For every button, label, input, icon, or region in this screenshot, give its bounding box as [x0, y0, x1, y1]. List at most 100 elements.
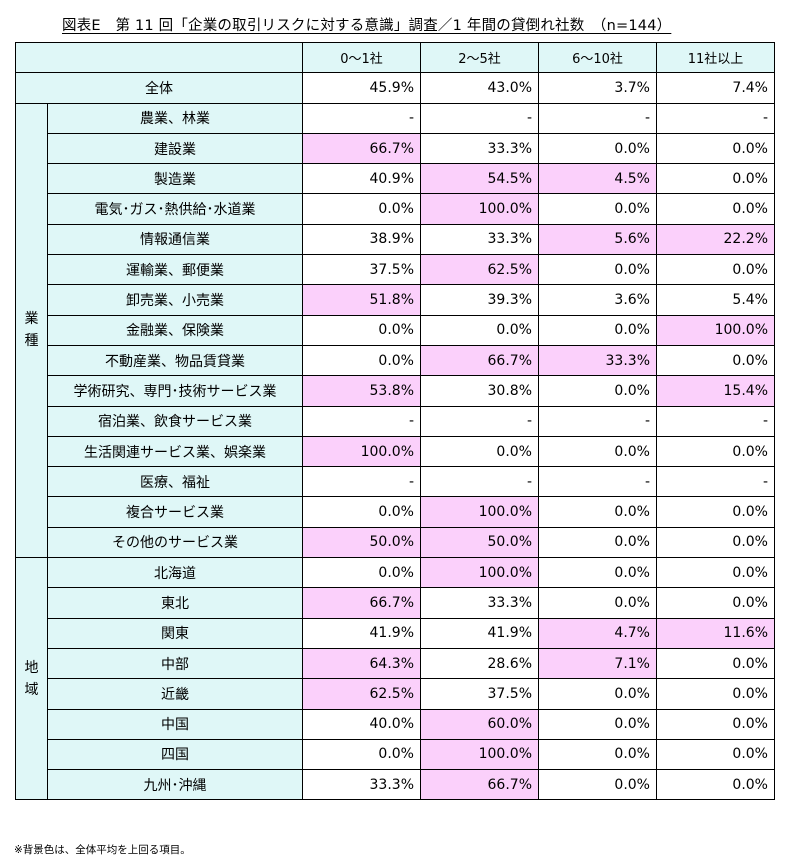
- value-cell: 54.5%: [420, 163, 539, 195]
- value-cell: 0.0%: [656, 557, 775, 589]
- value-cell: 0.0%: [656, 769, 775, 801]
- value-cell: 33.3%: [538, 344, 657, 377]
- value-cell: 38.9%: [302, 223, 421, 256]
- value-cell: 0.0%: [656, 526, 775, 559]
- value-cell: 0.0%: [538, 132, 657, 165]
- value-cell: 0.0%: [656, 132, 775, 165]
- value-cell: 0.0%: [656, 254, 775, 286]
- table-row: 金融業、保険業 0.0% 0.0% 0.0% 100.0%: [16, 314, 775, 346]
- value-cell: -: [420, 102, 539, 134]
- value-cell: 0.0%: [656, 163, 775, 195]
- row-label: 農業、林業: [47, 102, 303, 134]
- value-cell: 50.0%: [420, 526, 539, 559]
- value-cell: 100.0%: [420, 557, 539, 589]
- table-row: 中部 64.3% 28.6% 7.1% 0.0%: [16, 647, 775, 680]
- value-cell: 0.0%: [538, 769, 657, 801]
- table-row: 運輸業、郵便業 37.5% 62.5% 0.0% 0.0%: [16, 254, 775, 286]
- value-cell: -: [302, 466, 421, 498]
- column-header: 2～5社: [420, 41, 539, 74]
- value-cell: 30.8%: [420, 375, 539, 407]
- value-cell: -: [656, 405, 775, 437]
- value-cell: 51.8%: [302, 284, 421, 316]
- row-label: 中国: [47, 708, 303, 740]
- value-cell: 41.9%: [420, 617, 539, 649]
- total-value: 43.0%: [420, 72, 539, 104]
- value-cell: 60.0%: [420, 708, 539, 740]
- row-label: 製造業: [47, 163, 303, 195]
- value-cell: 0.0%: [538, 496, 657, 528]
- value-cell: 33.3%: [420, 223, 539, 256]
- value-cell: 0.0%: [538, 708, 657, 740]
- row-label: 学術研究、専門･技術サービス業: [47, 375, 303, 407]
- table-row: 関東 41.9% 41.9% 4.7% 11.6%: [16, 617, 775, 649]
- table-row: 製造業 40.9% 54.5% 4.5% 0.0%: [16, 163, 775, 195]
- value-cell: 4.5%: [538, 163, 657, 195]
- value-cell: 33.3%: [420, 587, 539, 619]
- value-cell: 41.9%: [302, 617, 421, 649]
- total-value: 3.7%: [538, 72, 657, 104]
- total-value: 45.9%: [302, 72, 421, 104]
- value-cell: 0.0%: [302, 496, 421, 528]
- row-label: 中部: [47, 647, 303, 680]
- value-cell: 5.6%: [538, 223, 657, 256]
- value-cell: 0.0%: [538, 254, 657, 286]
- table-row: 医療、福祉 - - - -: [16, 466, 775, 498]
- value-cell: 0.0%: [656, 678, 775, 710]
- value-cell: 33.3%: [302, 769, 421, 801]
- value-cell: 0.0%: [302, 193, 421, 225]
- row-label: 九州･沖縄: [47, 769, 303, 801]
- value-cell: 11.6%: [656, 617, 775, 649]
- row-label: 情報通信業: [47, 223, 303, 256]
- table-row: 宿泊業、飲食サービス業 - - - -: [16, 405, 775, 437]
- column-header: 6～10社: [538, 41, 657, 74]
- value-cell: -: [302, 102, 421, 134]
- total-value: 7.4%: [656, 72, 775, 104]
- table-row: 九州･沖縄 33.3% 66.7% 0.0% 0.0%: [16, 769, 775, 801]
- row-label: 不動産業、物品賃貸業: [47, 344, 303, 377]
- row-label: 宿泊業、飲食サービス業: [47, 405, 303, 437]
- value-cell: 33.3%: [420, 132, 539, 165]
- table-row: 不動産業、物品賃貸業 0.0% 66.7% 33.3% 0.0%: [16, 344, 775, 377]
- value-cell: 0.0%: [538, 526, 657, 559]
- footnote: ※背景色は、全体平均を上回る項目。: [14, 844, 191, 856]
- row-label: 関東: [47, 617, 303, 649]
- value-cell: 64.3%: [302, 647, 421, 680]
- row-label: その他のサービス業: [47, 526, 303, 559]
- value-cell: 0.0%: [302, 314, 421, 346]
- value-cell: 22.2%: [656, 223, 775, 256]
- value-cell: 39.3%: [420, 284, 539, 316]
- value-cell: 40.9%: [302, 163, 421, 195]
- table-title: 図表E 第 11 回「企業の取引リスクに対する意識」調査／1 年間の貸倒れ社数 …: [62, 18, 672, 34]
- value-cell: 66.7%: [420, 344, 539, 377]
- value-cell: 0.0%: [538, 587, 657, 619]
- row-label: 四国: [47, 738, 303, 771]
- table-row: 東北 66.7% 33.3% 0.0% 0.0%: [16, 587, 775, 619]
- value-cell: 0.0%: [656, 647, 775, 680]
- value-cell: 0.0%: [538, 193, 657, 225]
- table-row: 四国 0.0% 100.0% 0.0% 0.0%: [16, 738, 775, 771]
- value-cell: 0.0%: [656, 587, 775, 619]
- value-cell: 3.6%: [538, 284, 657, 316]
- value-cell: 62.5%: [302, 678, 421, 710]
- table-row: 情報通信業 38.9% 33.3% 5.6% 22.2%: [16, 223, 775, 256]
- row-label: 金融業、保険業: [47, 314, 303, 346]
- row-label: 建設業: [47, 132, 303, 165]
- value-cell: -: [656, 466, 775, 498]
- value-cell: 0.0%: [656, 708, 775, 740]
- table-row: 複合サービス業 0.0% 100.0% 0.0% 0.0%: [16, 496, 775, 528]
- group-label: 地 域: [15, 557, 48, 801]
- value-cell: 40.0%: [302, 708, 421, 740]
- table-row: 業 種農業、林業 - - - -: [15, 102, 775, 559]
- bad-debt-table: 0～1社 2～5社 6～10社 11社以上 全体 45.9% 43.0% 3.7…: [15, 41, 775, 801]
- value-cell: -: [538, 102, 657, 134]
- row-label: 北海道: [47, 557, 303, 589]
- value-cell: 4.7%: [538, 617, 657, 649]
- value-cell: 66.7%: [302, 132, 421, 165]
- value-cell: 100.0%: [420, 193, 539, 225]
- row-label: 電気･ガス･熱供給･水道業: [47, 193, 303, 225]
- value-cell: 100.0%: [420, 738, 539, 771]
- column-header: 11社以上: [656, 41, 775, 74]
- value-cell: 0.0%: [656, 496, 775, 528]
- value-cell: 100.0%: [656, 314, 775, 346]
- total-row: 全体 45.9% 43.0% 3.7% 7.4%: [15, 72, 775, 104]
